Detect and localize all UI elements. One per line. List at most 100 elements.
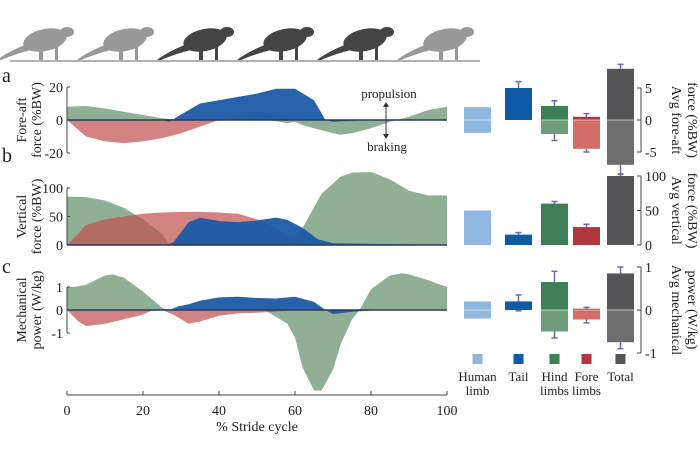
panel-c-bars: -1 0 1 Avg mechanical power (W/kg) bbox=[464, 261, 699, 362]
bar-tail-positive bbox=[505, 234, 532, 245]
bar-fore-positive bbox=[573, 308, 600, 310]
x-tick-label: 0 bbox=[64, 404, 71, 419]
kangaroo-leg bbox=[439, 46, 443, 60]
y-tick-label: 0 bbox=[645, 304, 652, 319]
y-tick-label: 50 bbox=[49, 211, 63, 226]
panel-letter: b bbox=[2, 145, 12, 167]
panel-b-bars: 0 50 100 Avg vertical force (%BW) bbox=[464, 170, 699, 254]
right-y-axis-label-line1: Avg mechanical bbox=[668, 265, 683, 355]
legend-label: Human bbox=[458, 369, 497, 384]
y-tick-label: 100 bbox=[645, 170, 666, 185]
y-tick-label: 0 bbox=[56, 114, 63, 129]
y-tick-label: 0 bbox=[56, 304, 63, 319]
bar-human-negative bbox=[464, 120, 491, 133]
kangaroo-head bbox=[380, 27, 394, 37]
area-tail bbox=[67, 296, 447, 315]
y-axis-label-line1: Fore-aft bbox=[15, 97, 30, 142]
legend-label-line2: limb bbox=[466, 383, 490, 398]
x-tick-label: 60 bbox=[288, 404, 302, 419]
legend-swatch bbox=[615, 354, 626, 364]
bar-total-negative bbox=[607, 310, 634, 343]
x-tick-label: 80 bbox=[364, 404, 378, 419]
y-axis-label-line2: force (%BW) bbox=[30, 178, 45, 254]
bar-total-positive bbox=[607, 68, 634, 120]
kangaroo-tail bbox=[237, 44, 271, 60]
x-tick-label: 20 bbox=[136, 404, 150, 419]
y-axis-label-line2: power (W/kg) bbox=[30, 270, 45, 349]
panel-b-timeseries: b 0 50 100 Vertical force (%BW) bbox=[2, 145, 447, 254]
right-y-axis-label-line2: force (%BW) bbox=[684, 173, 699, 249]
kangaroo-icon bbox=[0, 27, 74, 60]
y-tick-label: -5 bbox=[645, 146, 657, 161]
bar-hind-positive bbox=[541, 282, 568, 310]
bar-tail-positive bbox=[505, 88, 532, 120]
legend-swatch bbox=[472, 354, 483, 364]
kangaroo-leg bbox=[39, 46, 43, 60]
y-tick-label: -1 bbox=[645, 347, 657, 362]
kangaroo-tail bbox=[317, 44, 351, 60]
kangaroo-arm bbox=[375, 44, 378, 60]
kangaroo-head bbox=[220, 27, 234, 37]
legend-label: Total bbox=[607, 369, 634, 384]
bar-fore-negative bbox=[573, 120, 600, 149]
y-tick-label: 20 bbox=[49, 81, 63, 96]
x-axis-label: % Stride cycle bbox=[216, 420, 298, 435]
area-hind bbox=[67, 273, 447, 391]
y-tick-label: 50 bbox=[645, 205, 659, 220]
kangaroo-icon bbox=[77, 27, 154, 60]
kangaroo-tail bbox=[0, 44, 31, 60]
bar-total-negative bbox=[607, 120, 634, 165]
kangaroo-tail bbox=[157, 44, 191, 60]
kangaroo-icon bbox=[317, 27, 394, 60]
kangaroo-icon bbox=[397, 27, 474, 60]
y-axis-label-line1: Vertical bbox=[15, 195, 30, 239]
kangaroo-arm bbox=[295, 44, 298, 60]
x-tick-label: 100 bbox=[437, 404, 458, 419]
bar-hind-positive bbox=[541, 203, 568, 245]
legend-item-tail: Tail bbox=[508, 354, 529, 384]
kangaroo-silhouettes-icon bbox=[0, 27, 480, 62]
annotation-braking: braking bbox=[367, 139, 407, 154]
legend-label: Tail bbox=[508, 369, 528, 384]
area-fore bbox=[67, 310, 447, 327]
panel-letter: c bbox=[2, 256, 11, 278]
bar-human-positive bbox=[464, 107, 491, 120]
bar-hind-negative bbox=[541, 310, 568, 332]
legend-label: Hind bbox=[542, 369, 569, 384]
area-hind bbox=[67, 106, 447, 135]
y-tick-label: 1 bbox=[56, 281, 63, 296]
y-tick-label: 1 bbox=[645, 261, 652, 276]
kangaroo-leg bbox=[119, 46, 123, 60]
kangaroo-tail bbox=[397, 44, 431, 60]
kangaroo-tail bbox=[77, 44, 111, 60]
kangaroo-head bbox=[140, 27, 154, 37]
bar-hind-negative bbox=[541, 120, 568, 135]
legend-item-total: Total bbox=[607, 354, 634, 384]
y-tick-label: 0 bbox=[645, 239, 652, 254]
bar-total-positive bbox=[607, 176, 634, 245]
kangaroo-icon bbox=[237, 27, 314, 60]
panel-letter: a bbox=[2, 65, 11, 87]
legend-swatch bbox=[549, 354, 560, 364]
bar-fore-negative bbox=[573, 310, 600, 320]
y-axis-label-line2: force (%BW) bbox=[30, 82, 45, 158]
kangaroo-leg bbox=[359, 46, 363, 60]
kangaroo-head bbox=[60, 27, 74, 37]
legend-swatch bbox=[513, 354, 524, 364]
kangaroo-head bbox=[300, 27, 314, 37]
kangaroo-leg bbox=[199, 46, 203, 60]
legend-label-line2: limbs bbox=[540, 383, 569, 398]
legend-label-line2: limbs bbox=[572, 383, 601, 398]
right-y-axis-label-line2: force (%BW) bbox=[684, 82, 699, 158]
bar-tail-positive bbox=[505, 301, 532, 310]
area-tail bbox=[67, 217, 447, 245]
right-y-axis-label-line2: power (W/kg) bbox=[684, 271, 699, 350]
y-tick-label: 0 bbox=[56, 239, 63, 254]
y-tick-label: 0 bbox=[645, 114, 652, 129]
kangaroo-head bbox=[460, 27, 474, 37]
annotation-propulsion: propulsion bbox=[361, 86, 417, 101]
